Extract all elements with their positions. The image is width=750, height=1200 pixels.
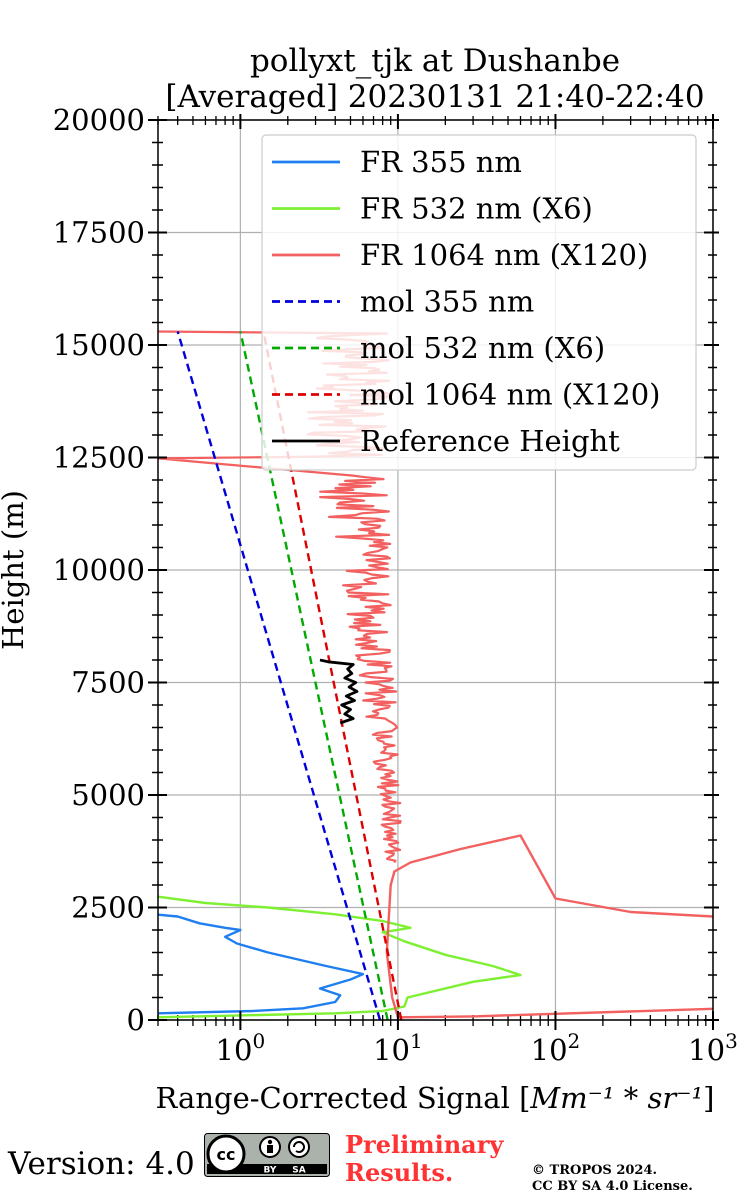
- y-tick-label: 17500: [53, 216, 145, 250]
- x-axis-label-text: Range-Corrected Signal [: [156, 1081, 531, 1115]
- preliminary-line1: Preliminary: [345, 1130, 504, 1159]
- x-tick-exp: 0: [252, 1029, 265, 1053]
- cc-by-sa-badge: cc BY SA: [204, 1133, 330, 1177]
- x-tick-exp: 3: [725, 1029, 738, 1053]
- legend-label: FR 1064 nm (X120): [360, 238, 648, 272]
- copyright-notice: © TROPOS 2024. CC BY SA 4.0 License.: [532, 1163, 693, 1195]
- y-axis-label: Height (m): [0, 490, 30, 650]
- cc-badge-by-text: BY: [264, 1166, 277, 1176]
- y-tick-label: 7500: [71, 666, 145, 700]
- y-axis-ticks: 0 2500 5000 7500 10000 12500 15000 17500 20000: [53, 103, 719, 1037]
- preliminary-line2: Results.: [345, 1158, 454, 1187]
- y-tick-label: 15000: [53, 328, 145, 362]
- x-tick-label: 100: [216, 1029, 266, 1067]
- x-tick-base: 10: [216, 1033, 253, 1067]
- legend-label: mol 532 nm (X6): [360, 331, 605, 365]
- x-tick-label: 103: [688, 1029, 738, 1067]
- x-tick-exp: 1: [410, 1029, 423, 1053]
- y-tick-label: 0: [127, 1003, 145, 1037]
- y-tick-label: 10000: [53, 553, 145, 587]
- y-tick-label: 5000: [71, 778, 145, 812]
- legend-label: mol 1064 nm (X120): [360, 378, 661, 412]
- x-axis-label-units: Mm⁻¹ * sr⁻¹: [529, 1081, 703, 1115]
- y-tick-label: 20000: [53, 103, 145, 137]
- x-tick-base: 10: [688, 1033, 725, 1067]
- legend-frame: [261, 134, 697, 471]
- sa-icon: [288, 1136, 310, 1158]
- series-line-3: [176, 331, 382, 1020]
- x-tick-label: 101: [373, 1029, 423, 1067]
- legend-label: FR 532 nm (X6): [360, 192, 593, 226]
- x-tick-base: 10: [531, 1033, 568, 1067]
- legend-label: Reference Height: [360, 424, 620, 458]
- series-line-0: [158, 913, 365, 1015]
- x-tick-exp: 2: [568, 1029, 581, 1053]
- chart-title-line1: pollyxt_tjk at Dushanbe: [250, 43, 620, 79]
- legend-label: mol 355 nm: [360, 285, 534, 319]
- x-tick-base: 10: [373, 1033, 410, 1067]
- copyright-line1: © TROPOS 2024.: [532, 1163, 658, 1178]
- x-axis-label-close: ]: [703, 1081, 714, 1115]
- copyright-line2: CC BY SA 4.0 License.: [532, 1179, 693, 1194]
- x-axis-ticks: 100 101 102 103: [216, 114, 738, 1067]
- series-line-6: [319, 658, 359, 725]
- y-tick-label: 2500: [71, 891, 145, 925]
- cc-badge-sa-text: SA: [292, 1166, 305, 1176]
- x-axis-label: Range-Corrected Signal [Mm⁻¹ * sr⁻¹]: [156, 1081, 715, 1115]
- series-line-1: [158, 895, 522, 1019]
- chart-title-line2: [Averaged] 20230131 21:40-22:40: [165, 79, 704, 115]
- legend: FR 355 nm FR 532 nm (X6) FR 1064 nm (X120)…: [261, 134, 697, 471]
- cc-badge-cc-text: cc: [217, 1145, 236, 1164]
- preliminary-results: Preliminary Results.: [345, 1131, 503, 1187]
- lidar-chart: pollyxt_tjk at Dushanbe [Averaged] 20230…: [0, 43, 738, 1115]
- version-label: Version: 4.0: [8, 1146, 195, 1182]
- y-tick-label: 12500: [53, 441, 145, 475]
- x-tick-label: 102: [531, 1029, 581, 1067]
- legend-label: FR 355 nm: [360, 145, 522, 179]
